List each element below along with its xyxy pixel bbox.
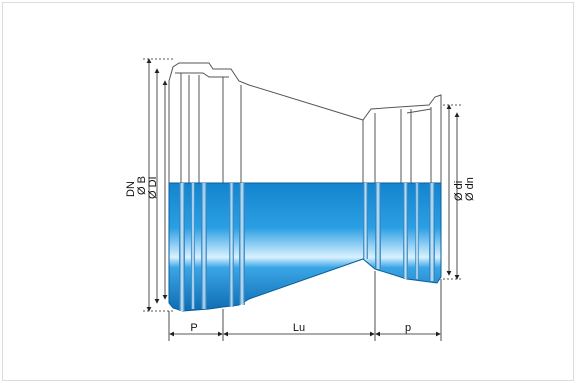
pipe-upper-section xyxy=(168,62,442,183)
left-dimensions xyxy=(143,58,175,312)
right-dimensions xyxy=(443,104,463,280)
reducer-fitting-diagram: DN Ø B Ø DI Ø di Ø dn P Lu p xyxy=(125,58,476,341)
label-b-diameter: Ø B xyxy=(136,176,148,195)
label-dn-upper: DN xyxy=(125,181,137,197)
diagram-card: DN Ø B Ø DI Ø di Ø dn P Lu p xyxy=(2,2,574,381)
label-useful-length: Lu xyxy=(293,322,305,334)
bottom-dimensions xyxy=(168,271,442,341)
label-di-diameter: Ø DI xyxy=(147,176,159,199)
label-small-dn: Ø dn xyxy=(464,177,476,201)
label-socket-length-p-upper: P xyxy=(190,322,197,334)
pipe-lower-section xyxy=(168,182,442,312)
label-small-di: Ø di xyxy=(453,181,465,201)
label-socket-length-p-lower: p xyxy=(405,322,411,334)
